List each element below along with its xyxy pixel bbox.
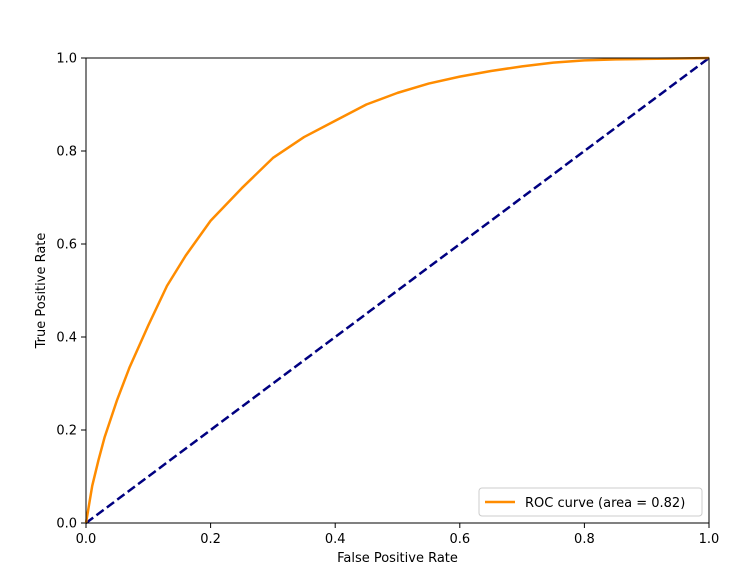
roc-curve-line (84, 56, 710, 524)
legend-label-roc: ROC curve (area = 0.82) (525, 496, 685, 511)
y-tick-label: 0.2 (56, 424, 77, 439)
y-tick-label: 0.4 (56, 331, 77, 346)
x-tick-label: 0.2 (200, 532, 221, 547)
plot-frame (85, 57, 710, 524)
y-tick-label: 1.0 (56, 52, 77, 67)
x-axis-title: False Positive Rate (337, 551, 458, 566)
x-tick-label: 0.8 (574, 532, 595, 547)
plot-background (86, 58, 709, 523)
y-tick-label: 0.0 (56, 517, 77, 532)
x-tick-label: 0.6 (449, 532, 470, 547)
series-layer (84, 56, 710, 525)
y-tick-label: 0.8 (56, 145, 77, 160)
x-tick-label: 1.0 (699, 532, 720, 547)
y-axis-title: True Positive Rate (34, 233, 49, 350)
x-tick-label: 0.0 (76, 532, 97, 547)
legend-box (478, 487, 703, 517)
y-tick-label: 0.6 (56, 238, 77, 253)
x-tick-label: 0.4 (325, 532, 346, 547)
legend: ROC curve (area = 0.82) (478, 487, 703, 517)
x-axis-ticks: 0.0 0.2 0.4 0.6 0.8 1.0 (76, 523, 720, 547)
y-axis-ticks: 0.0 0.2 0.4 0.6 0.8 1.0 (56, 52, 86, 532)
